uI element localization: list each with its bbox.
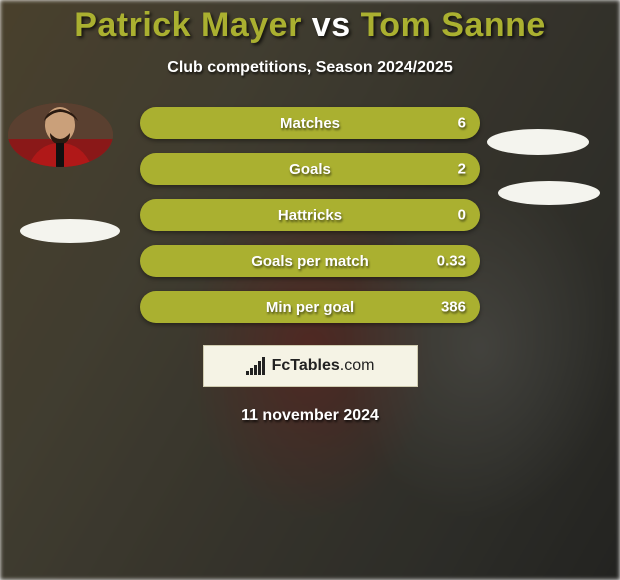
- subtitle: Club competitions, Season 2024/2025: [167, 59, 452, 77]
- vs-text: vs: [312, 6, 351, 44]
- brand-box[interactable]: FcTables.com: [203, 345, 418, 387]
- stat-rows: Matches 6 Goals 2 Hattricks 0 Goals per match 0…: [140, 107, 480, 323]
- stat-label: Min per goal: [266, 299, 354, 316]
- stat-label: Matches: [280, 115, 340, 132]
- stat-row: Goals per match 0.33: [140, 245, 480, 277]
- avatar-icon: [8, 103, 113, 167]
- player1-avatar: [8, 103, 113, 167]
- stat-value: 386: [441, 299, 466, 316]
- stat-label: Hattricks: [278, 207, 342, 224]
- stat-label: Goals per match: [251, 253, 369, 270]
- player2-name: Tom Sanne: [361, 6, 546, 44]
- page-title: Patrick Mayer vs Tom Sanne: [74, 6, 546, 45]
- brand-text: FcTables.com: [272, 357, 375, 375]
- player1-name: Patrick Mayer: [74, 6, 302, 44]
- stat-row: Min per goal 386: [140, 291, 480, 323]
- stat-pill: [487, 129, 589, 155]
- stat-value: 2: [458, 161, 466, 178]
- brand-tld: .com: [340, 357, 375, 374]
- stat-label: Goals: [289, 161, 331, 178]
- content-wrapper: Patrick Mayer vs Tom Sanne Club competit…: [0, 0, 620, 425]
- stat-row: Hattricks 0: [140, 199, 480, 231]
- date-text: 11 november 2024: [241, 407, 379, 425]
- stat-pill: [498, 181, 600, 205]
- stat-pill: [20, 219, 120, 243]
- brand-name: FcTables: [272, 357, 340, 374]
- brand-chart-icon: [246, 357, 268, 375]
- stat-value: 0: [458, 207, 466, 224]
- stat-value: 0.33: [437, 253, 466, 270]
- stat-row: Goals 2: [140, 153, 480, 185]
- stats-area: Matches 6 Goals 2 Hattricks 0 Goals per match 0…: [0, 107, 620, 323]
- stat-value: 6: [458, 115, 466, 132]
- stat-row: Matches 6: [140, 107, 480, 139]
